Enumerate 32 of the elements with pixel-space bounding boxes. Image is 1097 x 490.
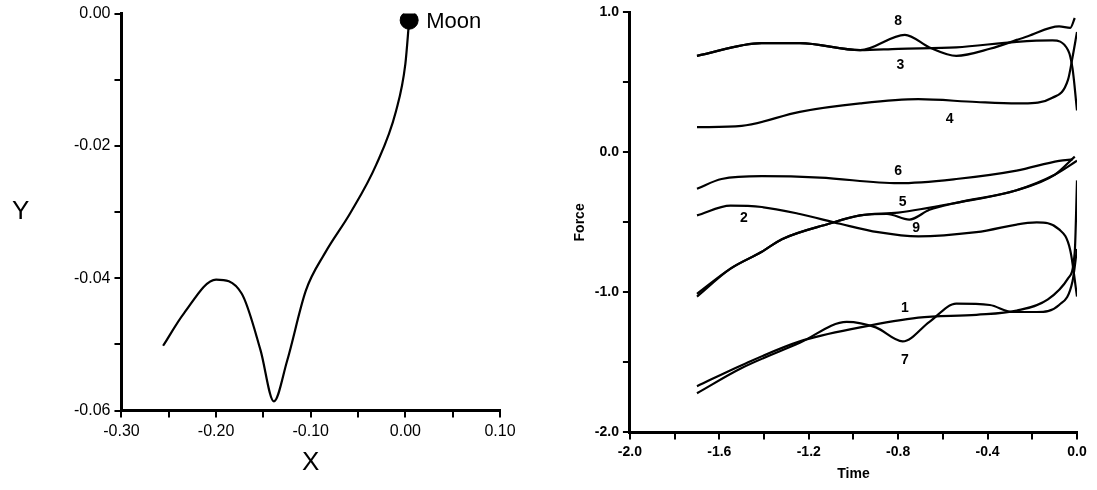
series-label: 1 <box>900 298 909 315</box>
x-tick-label: -0.8 <box>886 442 911 459</box>
series-label: 7 <box>900 350 909 367</box>
series-label: 9 <box>912 219 921 236</box>
y-tick-label: 1.0 <box>599 3 620 20</box>
series-label: 8 <box>894 11 903 28</box>
y-axis-title: Force <box>571 203 588 242</box>
x-axis-title: Time <box>837 465 870 482</box>
x-tick-label: -1.6 <box>707 442 732 459</box>
y-tick-label: 0.0 <box>599 143 620 160</box>
x-tick-label: 0.0 <box>1067 442 1087 459</box>
x-tick-label: 0.10 <box>484 421 516 439</box>
series-label: 6 <box>894 162 903 179</box>
x-tick-label: -0.4 <box>975 442 1000 459</box>
annotation: Moon <box>426 8 482 34</box>
x-tick-label: -2.0 <box>617 442 643 459</box>
y-axis-title: Y <box>12 195 30 226</box>
x-tick-label: 0.00 <box>389 421 422 439</box>
series-label: 4 <box>945 109 954 126</box>
x-tick-label: -0.20 <box>197 421 235 439</box>
y-tick-label: -0.02 <box>74 136 111 154</box>
y-tick-label: -1.0 <box>594 283 620 300</box>
series-label: 2 <box>740 209 749 226</box>
y-tick-label: -0.04 <box>74 268 111 286</box>
series-label: 3 <box>896 55 905 72</box>
x-tick-label: -1.2 <box>796 442 822 459</box>
x-axis-title: X <box>302 445 320 476</box>
y-tick-label: -0.06 <box>74 401 111 419</box>
y-tick-label: 0.00 <box>79 4 111 22</box>
x-tick-label: -0.30 <box>103 421 140 439</box>
series-label: 5 <box>898 192 907 209</box>
x-tick-label: -0.10 <box>292 421 330 439</box>
